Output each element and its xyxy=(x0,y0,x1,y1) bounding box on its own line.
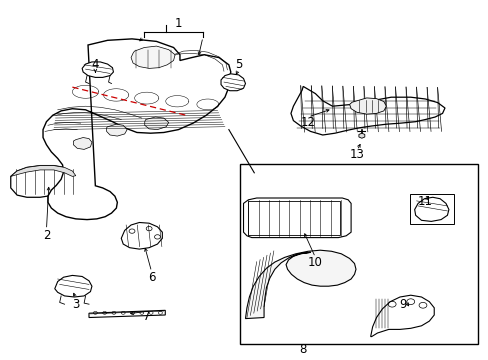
Text: 13: 13 xyxy=(349,148,364,161)
Text: 8: 8 xyxy=(299,343,306,356)
Polygon shape xyxy=(370,295,433,337)
Polygon shape xyxy=(121,222,162,249)
Polygon shape xyxy=(106,124,127,136)
Polygon shape xyxy=(11,166,76,197)
Text: 3: 3 xyxy=(72,298,80,311)
Polygon shape xyxy=(290,86,444,135)
Polygon shape xyxy=(55,275,92,297)
Text: 6: 6 xyxy=(147,271,155,284)
Polygon shape xyxy=(43,39,230,220)
Text: 11: 11 xyxy=(417,195,432,208)
Text: 4: 4 xyxy=(91,58,99,71)
Polygon shape xyxy=(245,250,355,319)
Polygon shape xyxy=(82,62,113,77)
Polygon shape xyxy=(414,197,448,221)
Polygon shape xyxy=(131,46,175,68)
Text: 2: 2 xyxy=(42,229,50,242)
Polygon shape xyxy=(221,74,245,91)
Text: 9: 9 xyxy=(399,298,407,311)
Polygon shape xyxy=(73,138,92,149)
Polygon shape xyxy=(239,164,477,344)
Polygon shape xyxy=(11,166,76,176)
Text: 7: 7 xyxy=(142,310,150,323)
Polygon shape xyxy=(358,133,364,138)
Polygon shape xyxy=(89,310,165,318)
Polygon shape xyxy=(243,198,350,238)
Text: 5: 5 xyxy=(234,58,242,71)
Text: 1: 1 xyxy=(174,17,182,30)
Polygon shape xyxy=(349,98,386,114)
Text: 12: 12 xyxy=(300,116,315,129)
Polygon shape xyxy=(144,117,168,130)
Text: 10: 10 xyxy=(307,256,322,269)
